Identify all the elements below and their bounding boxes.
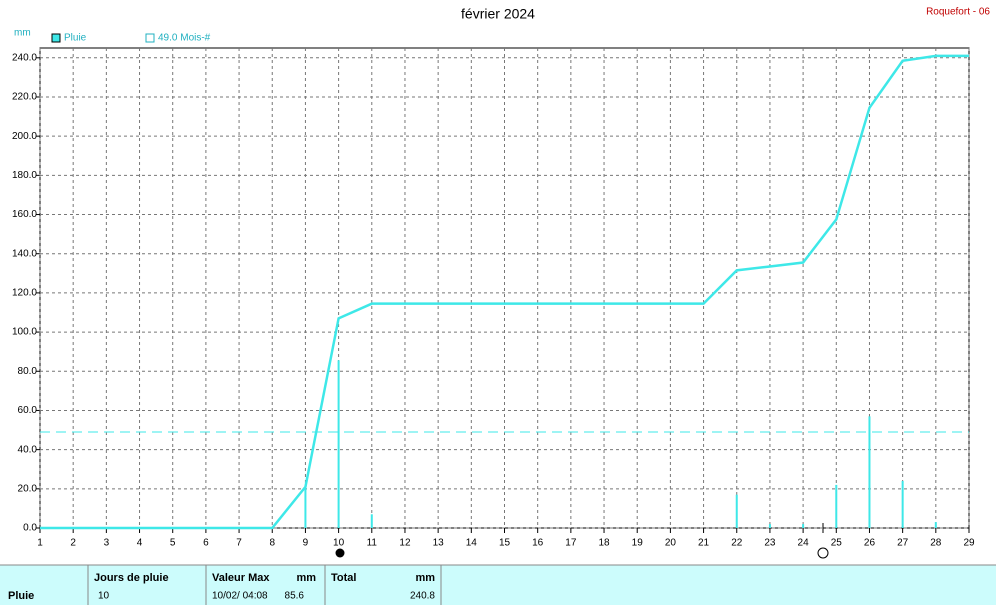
y-tick-label: 100.0 (12, 327, 37, 338)
legend-swatch (51, 33, 61, 43)
bar (735, 494, 738, 528)
y-tick-label: 240.0 (12, 52, 37, 63)
x-tick-label: 24 (798, 538, 810, 549)
bar (868, 416, 871, 528)
y-tick-label: 160.0 (12, 209, 37, 220)
bar (934, 522, 937, 528)
x-tick-label: 6 (203, 538, 209, 549)
x-tick-label: 7 (236, 538, 242, 549)
y-tick-label: 140.0 (12, 248, 37, 259)
x-tick-label: 3 (104, 538, 110, 549)
x-tick-label: 19 (632, 538, 644, 549)
x-tick-label: 11 (367, 538, 378, 549)
x-tick-label: 2 (70, 538, 76, 549)
x-tick-label: 23 (764, 538, 776, 549)
x-tick-label: 13 (433, 538, 445, 549)
bar (802, 524, 805, 528)
moon-icon (817, 547, 829, 559)
x-tick-label: 4 (137, 538, 143, 549)
x-tick-label: 9 (303, 538, 309, 549)
bar (901, 480, 904, 528)
x-tick-label: 8 (269, 538, 275, 549)
header: Valeur Max (212, 572, 270, 584)
bar (835, 484, 838, 528)
x-tick-label: 20 (665, 538, 677, 549)
bar (768, 524, 771, 528)
y-tick-label: 220.0 (12, 92, 37, 103)
y-tick-label: 80.0 (18, 366, 38, 377)
table-bg (0, 565, 996, 605)
legend-label: 49.0 Mois-# (158, 33, 211, 44)
row-label: Pluie (8, 590, 34, 602)
y-tick-label: 200.0 (12, 131, 37, 142)
header: Total (331, 572, 356, 584)
x-tick-label: 29 (963, 538, 975, 549)
y-tick-label: 180.0 (12, 170, 37, 181)
x-tick-label: 14 (466, 538, 478, 549)
x-tick-label: 18 (598, 538, 610, 549)
y-tick-label: 0.0 (23, 523, 37, 534)
cell: 10/02/ 04:08 (212, 591, 268, 602)
moon-icon (335, 548, 345, 558)
x-tick-label: 5 (170, 538, 176, 549)
station: Roquefort - 06 (926, 7, 990, 18)
cumulative-line (40, 54, 969, 530)
x-tick-label: 1 (37, 538, 43, 549)
summary-table: Pluie Jours de pluie 10 Valeur Max mm 10… (0, 564, 996, 605)
x-tick-label: 22 (731, 538, 743, 549)
x-tick-label: 10 (333, 538, 345, 549)
x-tick-label: 28 (930, 538, 942, 549)
y-tick-label: 20.0 (18, 483, 38, 494)
cell: 240.8 (410, 591, 435, 602)
x-tick-label: 17 (565, 538, 577, 549)
x-tick-label: 26 (864, 538, 876, 549)
header: Jours de pluie (94, 572, 169, 584)
y-unit: mm (14, 28, 31, 39)
cell: 10 (98, 591, 110, 602)
cell: 85.6 (285, 591, 305, 602)
legend-swatch (145, 33, 155, 43)
y-tick-label: 40.0 (18, 444, 38, 455)
x-tick-label: 15 (499, 538, 511, 549)
legend-label: Pluie (64, 33, 87, 44)
header: mm (415, 572, 435, 584)
x-tick-label: 16 (532, 538, 544, 549)
x-tick-label: 25 (831, 538, 843, 549)
bar (370, 514, 373, 528)
bar (337, 360, 340, 528)
y-tick-label: 120.0 (12, 288, 37, 299)
chart-title: février 2024 (461, 6, 535, 22)
bar (304, 486, 307, 528)
header: mm (296, 572, 316, 584)
x-tick-label: 21 (698, 538, 710, 549)
x-tick-label: 27 (897, 538, 909, 549)
x-tick-label: 12 (399, 538, 411, 549)
y-tick-label: 60.0 (18, 405, 38, 416)
